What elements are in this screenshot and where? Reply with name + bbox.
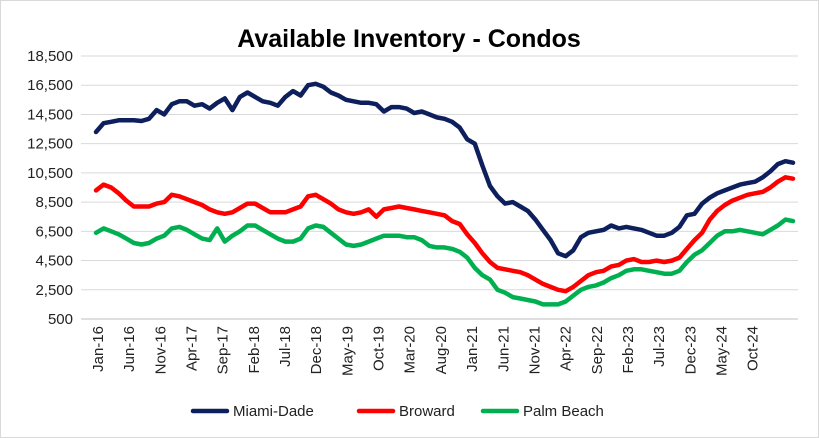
series-line-broward — [93, 175, 796, 294]
legend-item: Miami-Dade — [190, 403, 314, 420]
x-tick-label: Feb-18 — [246, 326, 263, 374]
x-tick-label: Jan-16 — [90, 326, 107, 372]
x-tick-label: Jun-21 — [495, 326, 512, 372]
legend-label: Broward — [399, 403, 455, 420]
x-tick-label: Feb-23 — [620, 326, 637, 374]
x-tick-label: Mar-20 — [402, 326, 419, 374]
x-tick-label: Apr-17 — [184, 326, 201, 371]
y-tick-label: 4,500 — [35, 253, 73, 270]
series-line-palm-beach — [93, 217, 796, 307]
legend-item: Broward — [356, 403, 455, 420]
x-tick-label: Nov-16 — [152, 326, 169, 374]
chart-title: Available Inventory - Condos — [237, 25, 581, 53]
x-tick-label: Dec-18 — [308, 326, 325, 374]
x-tick-label: Jun-16 — [121, 326, 138, 372]
x-tick-label: Jan-21 — [464, 326, 481, 372]
series-line-miami-dade — [93, 81, 796, 259]
x-tick-label: Sep-17 — [215, 326, 232, 374]
series-lines — [93, 81, 796, 307]
x-tick-label: May-19 — [339, 326, 356, 376]
y-tick-label: 8,500 — [35, 194, 73, 211]
y-tick-label: 2,500 — [35, 282, 73, 299]
x-tick-label: Oct-19 — [371, 326, 388, 371]
x-tick-label: Sep-22 — [589, 326, 606, 374]
y-tick-label: 16,500 — [27, 77, 73, 94]
x-tick-label: Oct-24 — [745, 326, 762, 371]
y-tick-label: 10,500 — [27, 165, 73, 182]
legend-label: Palm Beach — [523, 403, 604, 420]
y-axis: 500 2,500 4,500 6,500 8,500 10,500 12,500 14,50… — [27, 48, 73, 328]
x-tick-label: Apr-22 — [558, 326, 575, 371]
legend-label: Miami-Dade — [233, 403, 314, 420]
y-tick-label: 6,500 — [35, 223, 73, 240]
x-tick-label: Dec-23 — [682, 326, 699, 374]
x-tick-label: May-24 — [713, 326, 730, 376]
legend-item: Palm Beach — [480, 403, 604, 420]
y-tick-label: 18,500 — [27, 48, 73, 65]
x-tick-label: Jul-23 — [651, 326, 668, 367]
gridlines — [81, 55, 798, 320]
x-axis: Jan-16 Jun-16 Nov-16 Apr-17 Sep-17 Feb-18 Jul-… — [81, 318, 798, 376]
legend: Miami-Dade Broward Palm Beach — [190, 403, 604, 420]
y-tick-label: 12,500 — [27, 136, 73, 153]
y-tick-label: 500 — [48, 311, 73, 328]
x-tick-label: Jul-18 — [277, 326, 294, 367]
x-tick-label: Aug-20 — [433, 326, 450, 374]
x-tick-label: Nov-21 — [526, 326, 543, 374]
y-tick-label: 14,500 — [27, 106, 73, 123]
